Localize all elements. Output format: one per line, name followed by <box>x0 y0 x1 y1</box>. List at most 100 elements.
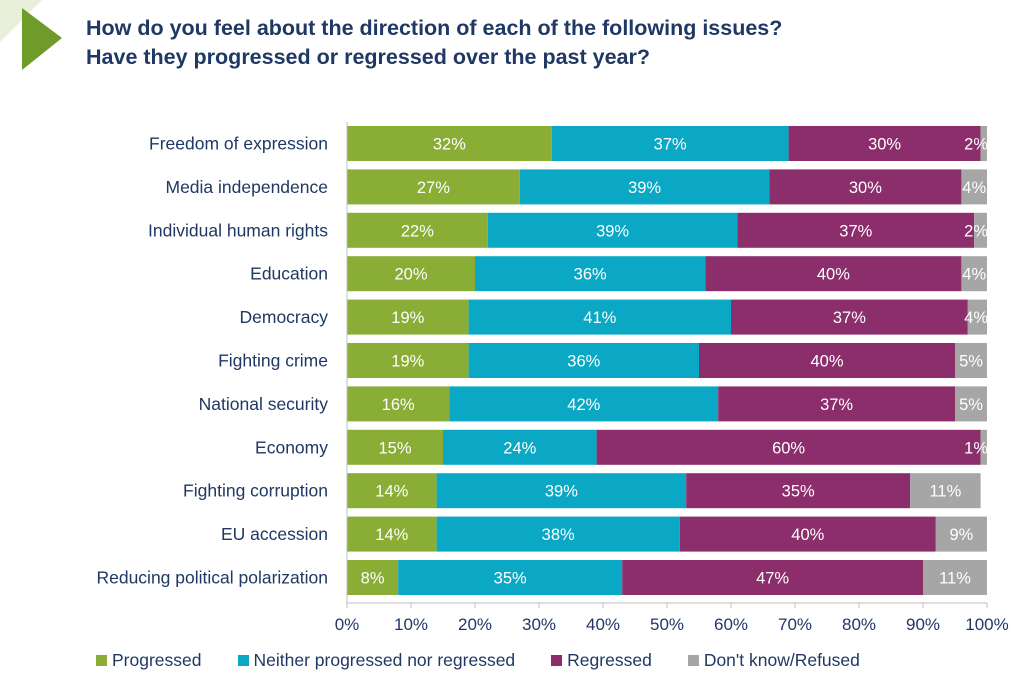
bar-segment-neither-progressed-nor-regressed-media-independence <box>519 169 770 205</box>
data-label-don-t-know-refused-fighting-crime: 5% <box>959 353 983 371</box>
legend: Progressed Neither progressed nor regres… <box>96 650 896 671</box>
bar-segment-progressed-democracy <box>347 299 469 335</box>
legend-label-neither: Neither progressed nor regressed <box>253 650 516 670</box>
deco-light-triangle <box>0 0 42 42</box>
data-label-neither-progressed-nor-regressed-media-independence: 39% <box>628 179 661 197</box>
category-label-media-independence: Media independence <box>166 177 329 197</box>
bar-segment-regressed-freedom-of-expression <box>788 126 981 161</box>
data-label-don-t-know-refused-economy: 1% <box>964 439 988 457</box>
data-label-neither-progressed-nor-regressed-freedom-of-expression: 37% <box>654 136 687 154</box>
data-label-regressed-individual-human-rights: 37% <box>839 222 872 240</box>
bar-segment-progressed-education <box>347 256 475 292</box>
bar-segment-regressed-fighting-crime <box>699 343 955 378</box>
category-label-fighting-crime: Fighting crime <box>218 351 328 371</box>
x-tick-label-30: 30% <box>522 615 556 634</box>
bar-segment-progressed-national-security <box>347 386 450 422</box>
data-label-neither-progressed-nor-regressed-reducing-political-polarization: 35% <box>494 570 527 588</box>
bar-segment-neither-progressed-nor-regressed-education <box>475 256 706 292</box>
bar-segment-regressed-national-security <box>718 386 955 422</box>
data-label-neither-progressed-nor-regressed-education: 36% <box>574 266 607 284</box>
legend-label-dont-know: Don't know/Refused <box>703 650 860 670</box>
data-label-regressed-economy: 60% <box>772 439 805 457</box>
data-label-progressed-media-independence: 27% <box>417 179 450 197</box>
data-label-progressed-economy: 15% <box>378 439 411 457</box>
category-label-education: Education <box>250 264 328 284</box>
data-label-neither-progressed-nor-regressed-national-security: 42% <box>567 396 600 414</box>
data-label-progressed-education: 20% <box>394 266 427 284</box>
bar-segment-neither-progressed-nor-regressed-individual-human-rights <box>487 212 738 248</box>
data-label-don-t-know-refused-media-independence: 4% <box>962 179 986 197</box>
data-label-don-t-know-refused-national-security: 5% <box>959 396 983 414</box>
x-tick-label-90: 90% <box>906 615 940 634</box>
legend-swatch-neither <box>237 655 249 666</box>
data-label-regressed-national-security: 37% <box>820 396 853 414</box>
data-label-regressed-fighting-crime: 40% <box>810 353 843 371</box>
legend-swatch-dont-know <box>687 655 699 666</box>
category-label-individual-human-rights: Individual human rights <box>148 220 328 240</box>
bar-segment-don-t-know-refused-economy <box>980 429 987 465</box>
bar-segment-don-t-know-refused-fighting-corruption <box>910 473 981 509</box>
bar-segment-don-t-know-refused-education <box>961 256 987 292</box>
data-label-regressed-freedom-of-expression: 30% <box>868 136 901 154</box>
data-label-progressed-national-security: 16% <box>382 396 415 414</box>
bar-segment-regressed-fighting-corruption <box>686 473 911 509</box>
bar-segment-don-t-know-refused-democracy <box>967 299 987 335</box>
bar-segment-regressed-media-independence <box>769 169 962 205</box>
bar-segment-regressed-individual-human-rights <box>737 212 975 248</box>
data-label-neither-progressed-nor-regressed-fighting-crime: 36% <box>567 353 600 371</box>
legend-item-dont-know: Don't know/Refused <box>687 650 860 671</box>
category-label-freedom-of-expression: Freedom of expression <box>149 134 328 154</box>
bar-segment-neither-progressed-nor-regressed-reducing-political-polarization <box>398 560 623 595</box>
bar-segment-don-t-know-refused-individual-human-rights <box>974 212 987 248</box>
category-label-economy: Economy <box>255 437 328 457</box>
data-label-don-t-know-refused-fighting-corruption: 11% <box>929 483 961 501</box>
data-label-regressed-fighting-corruption: 35% <box>782 483 815 501</box>
bar-segment-don-t-know-refused-national-security <box>955 386 987 422</box>
deco-arrow-triangle <box>22 8 62 70</box>
data-label-progressed-democracy: 19% <box>391 309 424 327</box>
legend-item-progressed: Progressed <box>96 650 202 671</box>
bar-segment-regressed-education <box>705 256 962 292</box>
x-tick-label-0: 0% <box>335 615 360 634</box>
bar-segment-regressed-reducing-political-polarization <box>622 560 923 595</box>
bar-segment-progressed-fighting-corruption <box>347 473 437 509</box>
bar-segment-progressed-reducing-political-polarization <box>347 560 399 595</box>
category-label-reducing-political-polarization: Reducing political polarization <box>96 568 328 588</box>
bar-segment-regressed-democracy <box>731 299 968 335</box>
bar-segment-progressed-individual-human-rights <box>347 212 488 248</box>
data-label-don-t-know-refused-democracy: 4% <box>964 309 988 327</box>
bar-segment-neither-progressed-nor-regressed-economy <box>443 429 597 465</box>
bar-segment-neither-progressed-nor-regressed-democracy <box>468 299 731 335</box>
data-label-neither-progressed-nor-regressed-individual-human-rights: 39% <box>596 222 629 240</box>
bar-segment-neither-progressed-nor-regressed-eu-accession <box>436 516 680 552</box>
bar-segment-progressed-eu-accession <box>347 516 437 552</box>
data-label-progressed-fighting-crime: 19% <box>391 353 424 371</box>
legend-swatch-regressed <box>551 655 563 666</box>
category-label-democracy: Democracy <box>240 307 329 327</box>
category-label-national-security: National security <box>199 394 329 414</box>
data-label-progressed-fighting-corruption: 14% <box>375 483 408 501</box>
bar-segment-neither-progressed-nor-regressed-fighting-corruption <box>436 473 687 509</box>
data-label-progressed-individual-human-rights: 22% <box>401 222 434 240</box>
x-tick-label-50: 50% <box>650 615 684 634</box>
data-label-progressed-eu-accession: 14% <box>375 526 408 544</box>
x-tick-label-80: 80% <box>842 615 876 634</box>
x-tick-label-20: 20% <box>458 615 492 634</box>
data-label-regressed-reducing-political-polarization: 47% <box>756 570 789 588</box>
bar-segment-don-t-know-refused-reducing-political-polarization <box>923 560 987 595</box>
data-label-regressed-democracy: 37% <box>833 309 866 327</box>
bar-segment-regressed-economy <box>596 429 981 465</box>
data-label-regressed-eu-accession: 40% <box>791 526 824 544</box>
x-tick-label-60: 60% <box>714 615 748 634</box>
title-line-2: Have they progressed or regressed over t… <box>86 45 651 69</box>
bar-segment-regressed-eu-accession <box>679 516 936 552</box>
legend-label-progressed: Progressed <box>112 650 202 670</box>
bar-segment-progressed-economy <box>347 429 443 465</box>
title-line-1: How do you feel about the direction of e… <box>86 16 783 40</box>
legend-item-neither: Neither progressed nor regressed <box>237 650 516 671</box>
data-label-progressed-freedom-of-expression: 32% <box>433 136 466 154</box>
category-label-fighting-corruption: Fighting corruption <box>183 481 328 501</box>
chart-title: How do you feel about the direction of e… <box>86 14 1006 72</box>
data-label-don-t-know-refused-eu-accession: 9% <box>949 526 973 544</box>
